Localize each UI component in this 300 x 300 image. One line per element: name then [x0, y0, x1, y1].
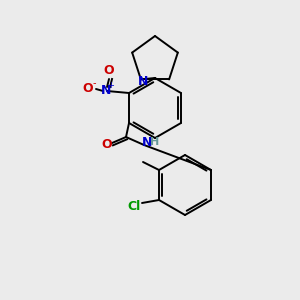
Text: N: N — [101, 83, 111, 97]
Text: -: - — [92, 78, 96, 88]
Text: +: + — [108, 80, 115, 89]
Text: O: O — [83, 82, 93, 95]
Text: N: N — [142, 136, 152, 149]
Text: N: N — [138, 75, 148, 88]
Text: O: O — [104, 64, 114, 77]
Text: Cl: Cl — [128, 200, 141, 214]
Text: H: H — [150, 137, 160, 147]
Text: O: O — [102, 137, 112, 151]
